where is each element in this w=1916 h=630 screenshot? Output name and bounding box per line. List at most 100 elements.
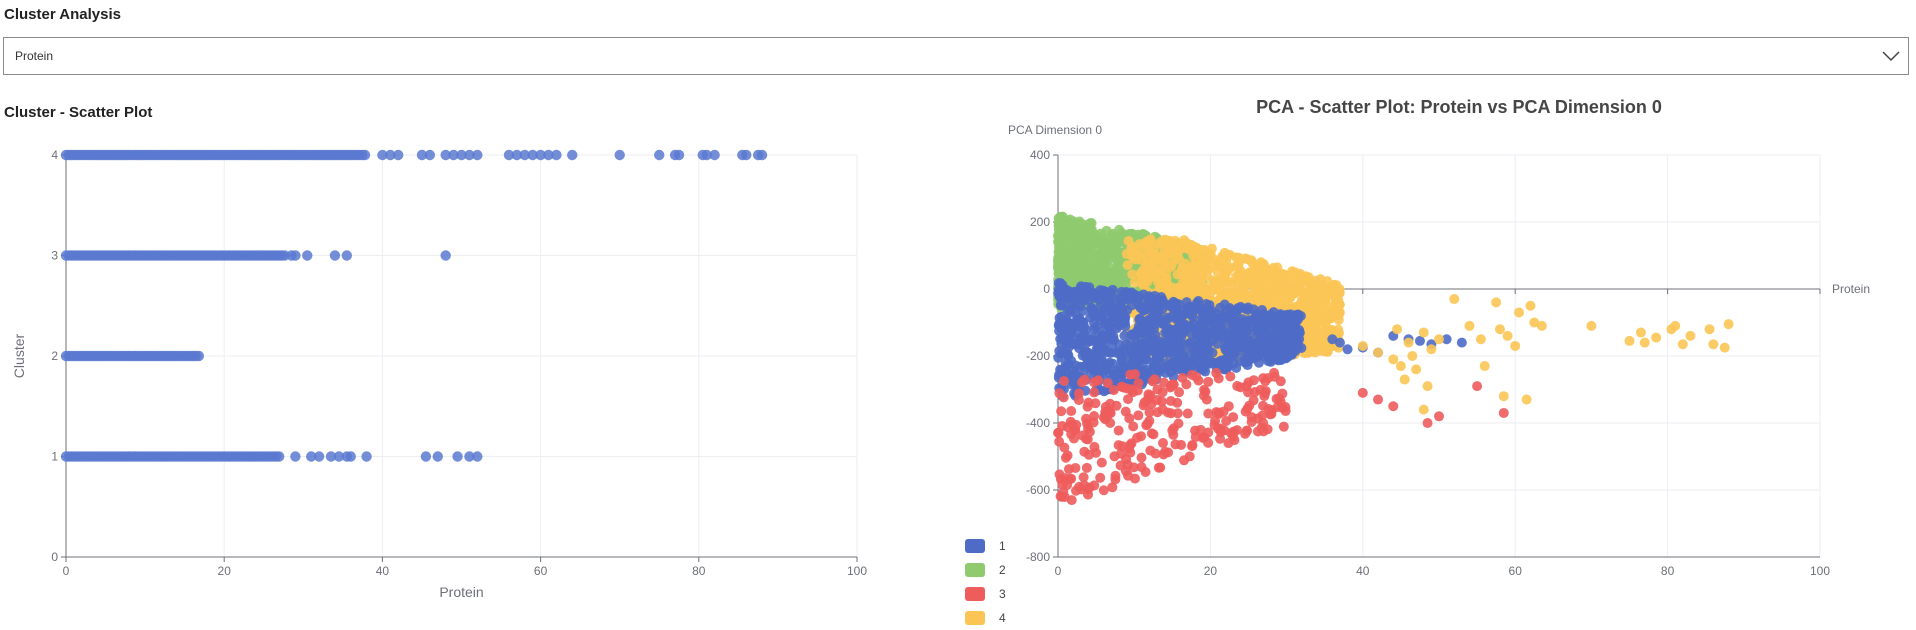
data-point <box>1206 243 1217 254</box>
data-point <box>1708 339 1719 350</box>
x-tick-label: 60 <box>534 564 548 578</box>
data-point <box>1174 387 1185 398</box>
x-tick-label: 100 <box>1810 564 1830 578</box>
data-point <box>1065 331 1076 342</box>
data-point <box>1076 283 1087 294</box>
data-point <box>741 149 752 161</box>
data-point <box>1211 367 1222 378</box>
data-point <box>1239 342 1250 353</box>
data-point <box>1288 267 1299 278</box>
data-point <box>1096 457 1107 468</box>
data-point <box>1191 298 1202 309</box>
legend-item-4[interactable]: 4 <box>965 606 1006 630</box>
y-axis-label: Cluster <box>11 333 27 378</box>
data-point <box>1073 395 1084 406</box>
data-point <box>1098 485 1109 496</box>
data-point <box>464 451 475 462</box>
data-point <box>1056 338 1067 349</box>
variable-select[interactable]: Protein <box>3 37 1909 75</box>
data-point <box>1357 340 1368 351</box>
x-tick-label: 20 <box>1204 564 1218 578</box>
x-tick-label: 40 <box>376 564 390 578</box>
data-point <box>1292 342 1303 353</box>
data-point <box>1089 293 1100 304</box>
data-point <box>1392 324 1403 335</box>
data-point <box>1521 394 1532 405</box>
data-point <box>1164 339 1175 350</box>
data-point <box>1169 246 1180 257</box>
legend-item-1[interactable]: 1 <box>965 534 1006 558</box>
data-point <box>1074 481 1085 492</box>
data-point <box>1103 318 1114 329</box>
chevron-down-icon[interactable] <box>1880 46 1902 66</box>
data-point <box>1292 328 1303 339</box>
x-tick-label: 40 <box>1356 564 1370 578</box>
data-point <box>1244 400 1255 411</box>
data-point <box>1108 385 1119 396</box>
data-point <box>1128 249 1139 260</box>
data-point <box>472 149 483 161</box>
data-point <box>1200 386 1211 397</box>
data-point <box>1243 387 1254 398</box>
data-point <box>273 451 285 462</box>
data-point <box>1060 452 1071 463</box>
data-point <box>1112 247 1123 258</box>
data-point <box>1418 327 1429 338</box>
data-point <box>464 149 475 161</box>
data-point <box>1115 460 1126 471</box>
data-point <box>1278 421 1289 432</box>
data-point <box>1210 415 1221 426</box>
data-point <box>527 149 538 161</box>
data-point <box>1116 308 1127 319</box>
legend-swatch-1 <box>965 539 985 553</box>
data-point <box>1178 327 1189 338</box>
data-point <box>1426 344 1437 355</box>
data-point <box>1107 482 1118 493</box>
data-point <box>1105 417 1116 428</box>
data-point <box>1230 335 1241 346</box>
data-point <box>452 451 463 462</box>
data-point <box>1441 334 1452 345</box>
data-point <box>341 250 353 261</box>
data-point <box>1229 287 1240 298</box>
data-point <box>1194 346 1205 357</box>
data-point <box>361 451 372 462</box>
data-point <box>1704 324 1715 335</box>
y-tick-label: 2 <box>51 349 58 363</box>
data-point <box>503 149 515 161</box>
data-point <box>1066 271 1077 282</box>
data-point <box>1197 288 1208 299</box>
data-point <box>1127 269 1138 280</box>
data-point <box>1247 337 1258 348</box>
data-point <box>1114 234 1125 245</box>
data-point <box>535 149 546 161</box>
data-point <box>1225 371 1236 382</box>
data-point <box>1286 284 1297 295</box>
data-point <box>1475 334 1486 345</box>
data-point <box>1222 362 1233 373</box>
data-point <box>1105 408 1116 419</box>
data-point <box>1168 371 1179 382</box>
data-point <box>1190 432 1201 443</box>
data-point <box>1085 262 1096 273</box>
data-point <box>1081 413 1092 424</box>
data-point <box>1186 369 1197 380</box>
y-tick-label: 3 <box>51 249 58 263</box>
legend-item-3[interactable]: 3 <box>965 582 1006 606</box>
data-point <box>1297 286 1308 297</box>
data-point <box>1191 329 1202 340</box>
data-point <box>1411 364 1422 375</box>
data-point <box>1321 292 1332 303</box>
legend-swatch-4 <box>965 611 985 625</box>
data-point <box>1115 300 1126 311</box>
data-point <box>1456 337 1467 348</box>
data-point <box>1150 260 1161 271</box>
data-point <box>1265 309 1276 320</box>
legend-item-2[interactable]: 2 <box>965 558 1006 582</box>
page-title: Cluster Analysis <box>4 6 121 23</box>
data-point <box>1107 267 1118 278</box>
data-point <box>1071 419 1082 430</box>
data-point <box>1203 437 1214 448</box>
data-point <box>1097 310 1108 321</box>
x-axis-label: Protein <box>1832 282 1870 296</box>
